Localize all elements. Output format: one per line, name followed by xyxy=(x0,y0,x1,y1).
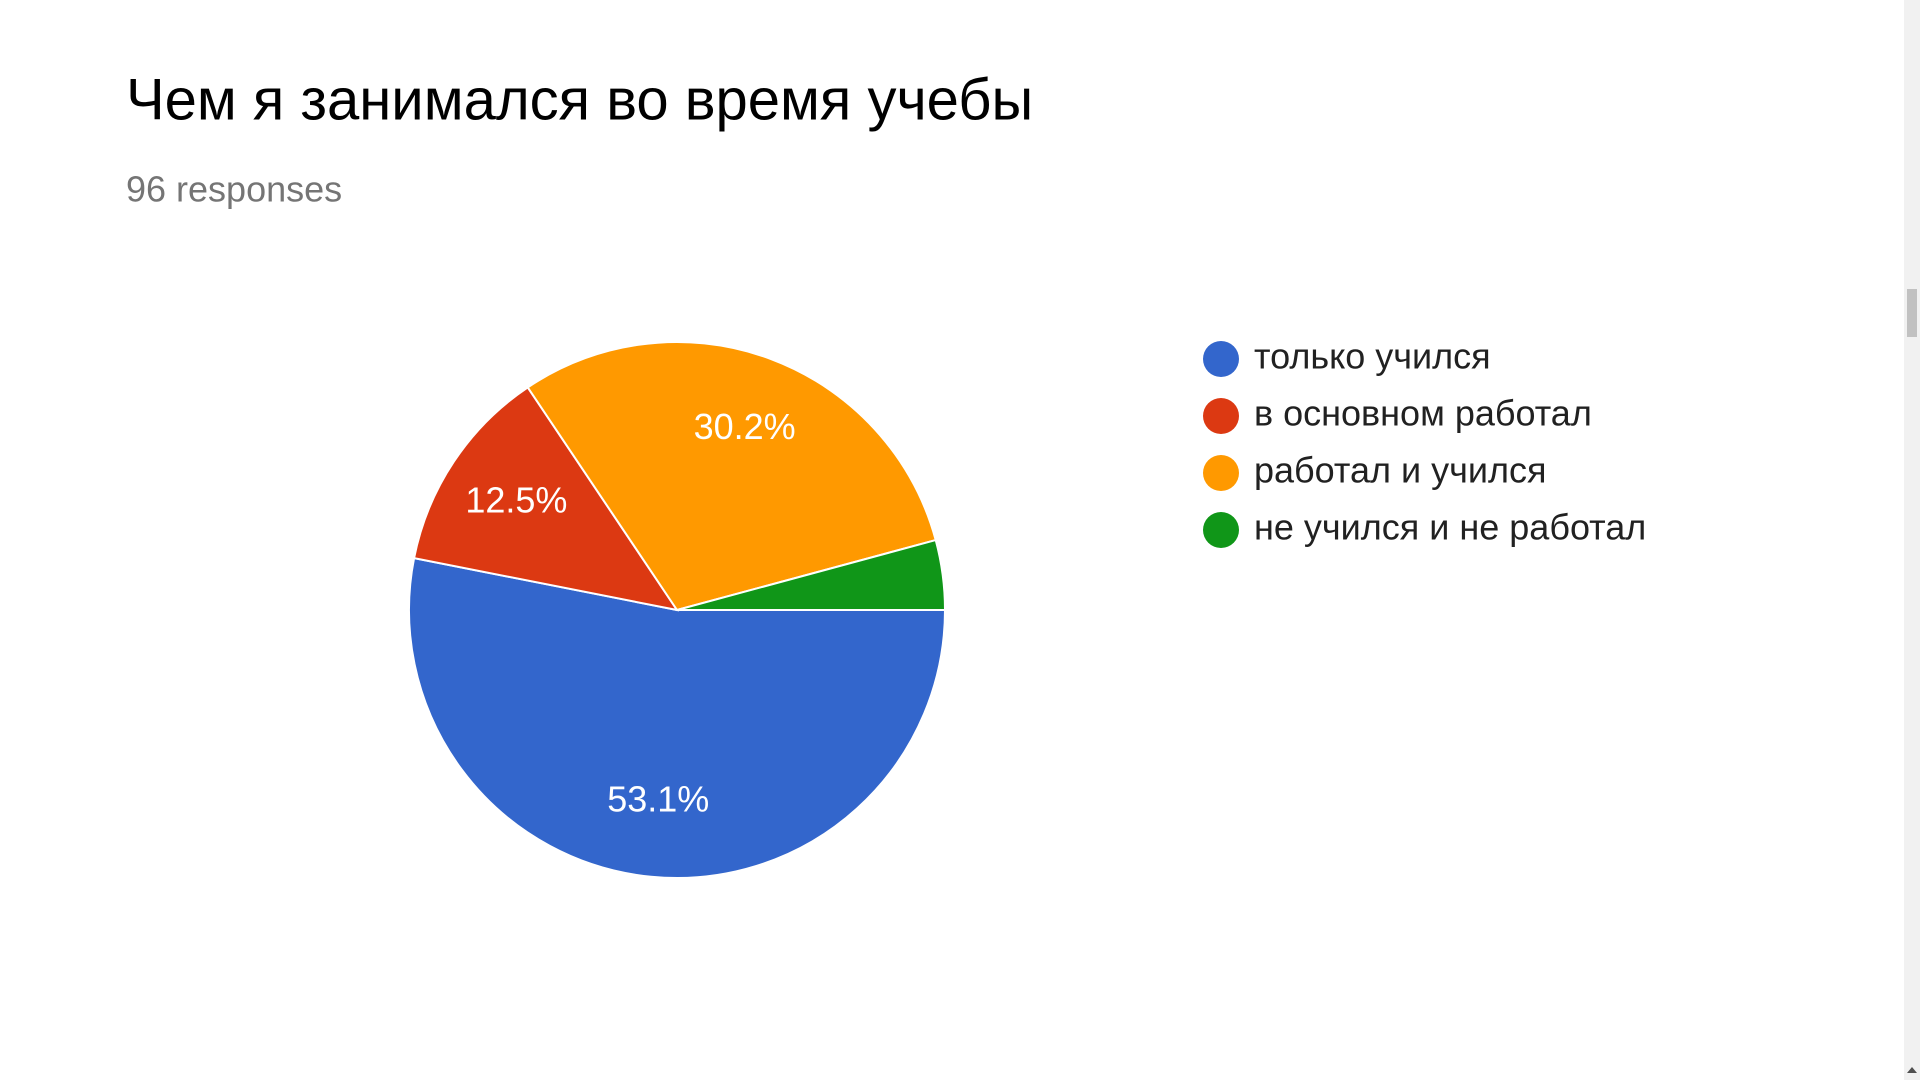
legend-marker xyxy=(1203,455,1239,491)
pie-slice xyxy=(676,538,947,611)
data-label: 12.5% xyxy=(465,480,567,521)
pie-slice xyxy=(408,556,947,879)
legend-label: не учился и не работал xyxy=(1254,507,1646,548)
legend-marker xyxy=(1203,398,1239,434)
scrollbar-track[interactable] xyxy=(1904,0,1920,1080)
data-label: 30.2% xyxy=(694,406,796,447)
chart-subtitle: 96 responses xyxy=(126,169,342,210)
pie-slice xyxy=(526,341,937,612)
data-label: 53.1% xyxy=(607,779,709,820)
scrollbar-thumb[interactable] xyxy=(1907,289,1917,337)
chart-title: Чем я занимался во время учебы xyxy=(126,67,1033,132)
scroll-arrow[interactable] xyxy=(1907,1067,1917,1073)
legend-label: только учился xyxy=(1254,336,1491,377)
pie-slice xyxy=(412,386,680,612)
legend-label: в основном работал xyxy=(1254,393,1592,434)
legend-marker xyxy=(1203,512,1239,548)
legend-label: работал и учился xyxy=(1254,450,1546,491)
legend-marker xyxy=(1203,341,1239,377)
